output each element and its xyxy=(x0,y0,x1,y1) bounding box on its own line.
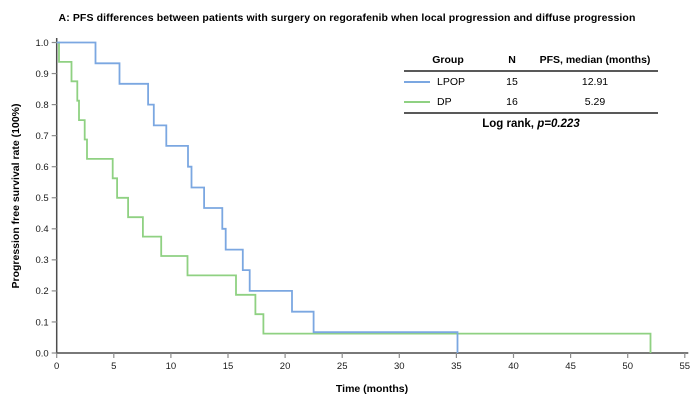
legend-header-n: N xyxy=(508,54,516,66)
log-rank-p-value: p=0.223 xyxy=(537,118,580,130)
x-tick-label-15: 15 xyxy=(223,361,234,372)
x-tick-label-0: 0 xyxy=(54,361,59,372)
y-tick-label-0.2: 0.2 xyxy=(35,286,48,297)
legend-header-group: Group xyxy=(432,54,464,66)
series-group xyxy=(56,41,652,353)
x-axis-title: Time (months) xyxy=(335,383,409,395)
x-tick-label-10: 10 xyxy=(166,361,177,372)
legend-table-top-rule xyxy=(404,70,658,72)
legend-header-median: PFS, median (months) xyxy=(539,54,651,66)
x-tick-label-30: 30 xyxy=(394,361,405,372)
axes-group xyxy=(55,38,689,354)
legend-label-dp: DP xyxy=(437,96,452,108)
legend-row-dp: DP 16 5.29 xyxy=(404,92,658,112)
y-tick-label-0.4: 0.4 xyxy=(35,224,48,235)
dp-line-sample-icon xyxy=(404,101,430,103)
figure-title: A: PFS differences between patients with… xyxy=(58,12,636,24)
x-tick-label-40: 40 xyxy=(508,361,519,372)
x-tick-label-25: 25 xyxy=(337,361,348,372)
legend-label-lpop: LPOP xyxy=(437,76,466,88)
y-tick-label-0.0: 0.0 xyxy=(35,348,48,359)
x-tick-label-35: 35 xyxy=(451,361,462,372)
y-tick-label-0.8: 0.8 xyxy=(35,100,48,111)
legend-table-header: Group N PFS, median (months) xyxy=(404,50,658,70)
legend-median-lpop: 12.91 xyxy=(581,76,609,88)
y-tick-label-0.1: 0.1 xyxy=(35,317,48,328)
x-tick-label-5: 5 xyxy=(111,361,116,372)
legend-n-lpop: 15 xyxy=(506,76,518,88)
y-tick-label-0.6: 0.6 xyxy=(35,162,48,173)
series-line-DP xyxy=(56,41,652,353)
y-tick-label-0.5: 0.5 xyxy=(35,193,48,204)
x-tick-label-55: 55 xyxy=(680,361,691,372)
legend-n-dp: 16 xyxy=(506,96,518,108)
tick-group: 0.0 0.1 0.2 0.3 0.4 0.5 0.6 0.7 0.8 0.9 1.0 0 5 10 15 2… xyxy=(35,38,690,372)
lpop-line-sample-icon xyxy=(404,81,430,83)
y-tick-label-0.7: 0.7 xyxy=(35,131,48,142)
series-line-LPOP xyxy=(56,41,459,353)
log-rank-prefix: Log rank, xyxy=(482,118,538,130)
y-tick-label-0.9: 0.9 xyxy=(35,69,48,80)
legend-table-bottom-rule xyxy=(404,112,658,114)
legend-table: Group N PFS, median (months) LPOP 15 12.… xyxy=(404,50,658,130)
y-tick-label-1.0: 1.0 xyxy=(35,38,48,49)
legend-row-lpop: LPOP 15 12.91 xyxy=(404,72,658,92)
legend-median-dp: 5.29 xyxy=(584,96,606,108)
x-tick-label-20: 20 xyxy=(280,361,291,372)
log-rank-text: Log rank, p=0.223 xyxy=(404,118,658,130)
y-tick-label-0.3: 0.3 xyxy=(35,255,48,266)
x-tick-label-50: 50 xyxy=(622,361,633,372)
x-tick-label-45: 45 xyxy=(565,361,576,372)
